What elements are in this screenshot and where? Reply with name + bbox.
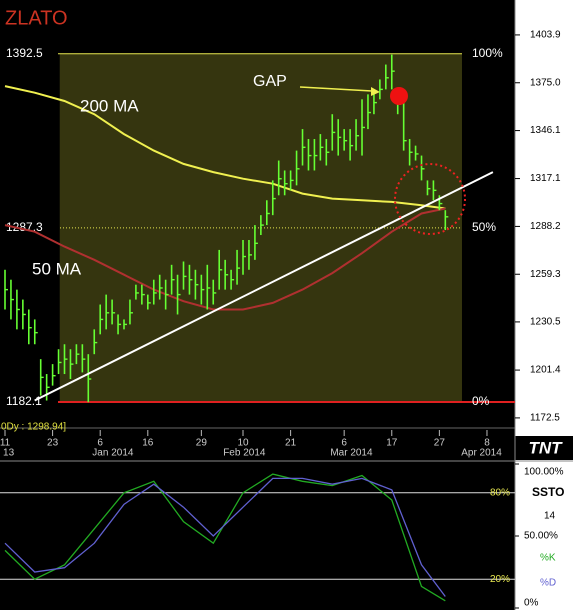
y-tick-label: 1346.1 bbox=[530, 125, 561, 136]
oscillator-level-label: 20% bbox=[490, 574, 510, 585]
level-value-label: 1392.5 bbox=[6, 46, 43, 60]
oscillator-legend: %K bbox=[540, 553, 556, 564]
x-tick-label: 11 bbox=[0, 438, 11, 449]
moving-average bbox=[4, 85, 446, 210]
x-tick-label: 23 bbox=[47, 438, 59, 449]
oscillator-tick-label: 0% bbox=[524, 598, 539, 609]
x-tick-label: 8 bbox=[484, 438, 490, 449]
y-tick-label: 1317.1 bbox=[530, 173, 561, 184]
level-percent-label: 50% bbox=[472, 220, 496, 234]
y-tick-label: 1172.5 bbox=[530, 413, 560, 424]
chart-title: ZLATO bbox=[5, 7, 68, 29]
y-tick-label: 1288.2 bbox=[530, 221, 561, 232]
y-tick-label: 1375.0 bbox=[530, 77, 561, 88]
y-tick-label: 1403.9 bbox=[530, 30, 561, 41]
level-label-bg bbox=[0, 219, 58, 236]
gap-label: GAP bbox=[253, 73, 287, 90]
month-label: Apr 2014 bbox=[461, 448, 502, 459]
oscillator-panel bbox=[0, 462, 515, 610]
y-tick-label: 1201.4 bbox=[530, 365, 561, 376]
oscillator-tick-label: 100.00% bbox=[524, 467, 564, 478]
logo: TNT bbox=[528, 438, 563, 457]
moving-average bbox=[4, 207, 446, 311]
logo-box bbox=[518, 436, 573, 460]
level-label-bg bbox=[0, 45, 58, 62]
x-axis-strip bbox=[0, 428, 515, 460]
oscillator-line bbox=[4, 473, 446, 602]
level-label-bg bbox=[0, 394, 58, 411]
x-tick-label: 17 bbox=[386, 438, 398, 449]
oscillator-level-label: 80% bbox=[490, 487, 510, 498]
oscillator-axis-strip bbox=[515, 460, 573, 610]
gap-arrowhead bbox=[371, 87, 380, 96]
level-percent-label: 0% bbox=[472, 394, 490, 408]
oscillator-tick-label: 50.00% bbox=[524, 531, 558, 542]
month-label: Mar 2014 bbox=[330, 448, 373, 459]
oscillator-line bbox=[4, 477, 446, 597]
x-tick-label: 6 bbox=[341, 438, 347, 449]
oscillator-name: SSTO bbox=[532, 485, 564, 499]
month-label: Feb 2014 bbox=[223, 448, 266, 459]
gap-marker bbox=[390, 87, 408, 105]
oscillator-legend: %D bbox=[540, 578, 556, 589]
month-label: Jan 2014 bbox=[92, 448, 134, 459]
x-tick-label: 27 bbox=[434, 438, 446, 449]
level-percent-label: 100% bbox=[472, 46, 503, 60]
x-tick-label: 6 bbox=[97, 438, 103, 449]
cross-highlight bbox=[394, 163, 466, 235]
trendline bbox=[34, 171, 494, 402]
right-axis-strip bbox=[515, 0, 573, 436]
gap-arrow bbox=[299, 86, 373, 92]
x-tick-label: 21 bbox=[285, 438, 297, 449]
status-label: 0Dy : 1298.94] bbox=[1, 422, 66, 433]
main-layer: 1392.5 100%1287.3 50%1182.1 0% bbox=[0, 45, 515, 411]
oscillator-period: 14 bbox=[544, 511, 556, 522]
series-label: 200 MA bbox=[80, 96, 139, 115]
series-label: 50 MA bbox=[32, 259, 82, 278]
x-tick-label: 10 bbox=[237, 438, 249, 449]
month-label: 13 bbox=[3, 448, 15, 459]
x-tick-label: 16 bbox=[142, 438, 154, 449]
level-value-label: 1182.1 bbox=[6, 394, 42, 408]
y-tick-label: 1230.5 bbox=[530, 317, 561, 328]
y-tick-label: 1259.3 bbox=[530, 269, 561, 280]
x-tick-label: 29 bbox=[196, 438, 208, 449]
